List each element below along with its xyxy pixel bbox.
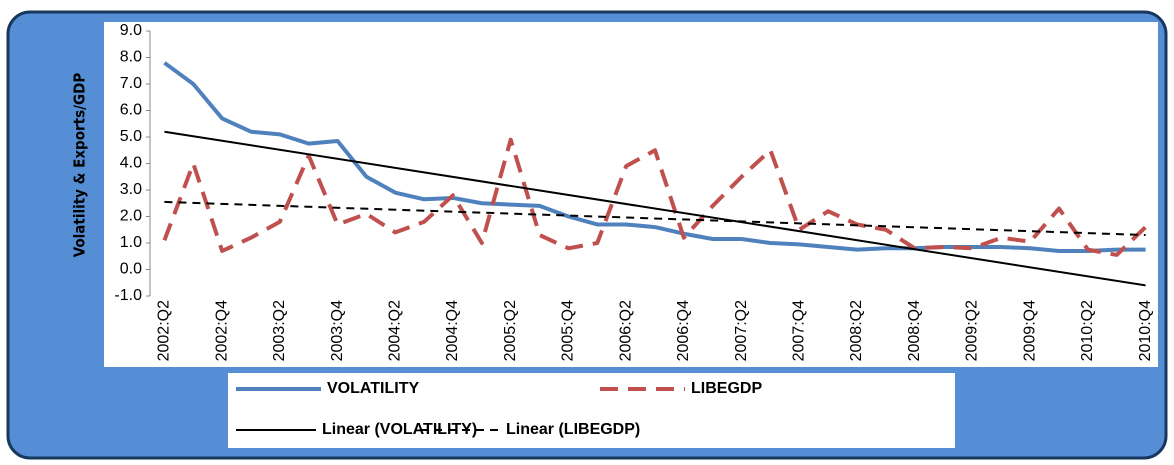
x-tick-label: 2006:Q4 <box>675 300 692 361</box>
x-tick-label: 2010:Q4 <box>1137 300 1154 361</box>
y-tick-label: 0.0 <box>120 261 142 278</box>
x-tick-label: 2007:Q4 <box>791 300 808 361</box>
x-tick-label: 2003:Q4 <box>329 300 346 361</box>
x-tick-label: 2008:Q2 <box>848 300 865 361</box>
y-tick-label: 3.0 <box>120 181 142 198</box>
y-tick-label: 9.0 <box>120 22 142 39</box>
x-tick-label: 2003:Q2 <box>271 300 288 361</box>
y-tick-label: 2.0 <box>120 208 142 225</box>
trend-line <box>164 130 1146 287</box>
plot-background <box>104 22 1158 367</box>
x-tick-label: 2005:Q2 <box>502 300 519 361</box>
x-tick-label: 2009:Q2 <box>964 300 981 361</box>
x-tick-label: 2004:Q2 <box>387 300 404 361</box>
legend-background <box>228 373 955 448</box>
y-tick-label: 5.0 <box>120 128 142 145</box>
y-tick-label: 7.0 <box>120 75 142 92</box>
x-tick-label: 2004:Q4 <box>444 300 461 361</box>
y-tick-label: 4.0 <box>120 155 142 172</box>
y-tick-label: 1.0 <box>120 234 142 251</box>
legend-label: Linear (VOLATILITY) <box>322 421 477 438</box>
legend-label: LIBEGDP <box>691 380 762 397</box>
legend-label: VOLATILITY <box>327 380 419 397</box>
x-tick-label: 2006:Q2 <box>617 300 634 361</box>
x-tick-label: 2009:Q4 <box>1021 300 1038 361</box>
y-tick-label: -1.0 <box>114 287 142 304</box>
x-tick-label: 2008:Q4 <box>906 300 923 361</box>
y-tick-label: 8.0 <box>120 49 142 66</box>
y-tick-label: 6.0 <box>120 102 142 119</box>
x-tick-label: 2005:Q4 <box>560 300 577 361</box>
series-line <box>162 137 1147 257</box>
y-axis-title: Volatility & Exports/GDP <box>71 73 89 258</box>
trend-line <box>164 200 1146 237</box>
x-tick-label: 2002:Q2 <box>156 300 173 361</box>
series-line <box>163 61 1146 253</box>
x-tick-label: 2007:Q2 <box>733 300 750 361</box>
x-tick-label: 2002:Q4 <box>213 300 230 361</box>
x-tick-label: 2010:Q2 <box>1079 300 1096 361</box>
legend-label: Linear (LIBEGDP) <box>506 421 640 438</box>
